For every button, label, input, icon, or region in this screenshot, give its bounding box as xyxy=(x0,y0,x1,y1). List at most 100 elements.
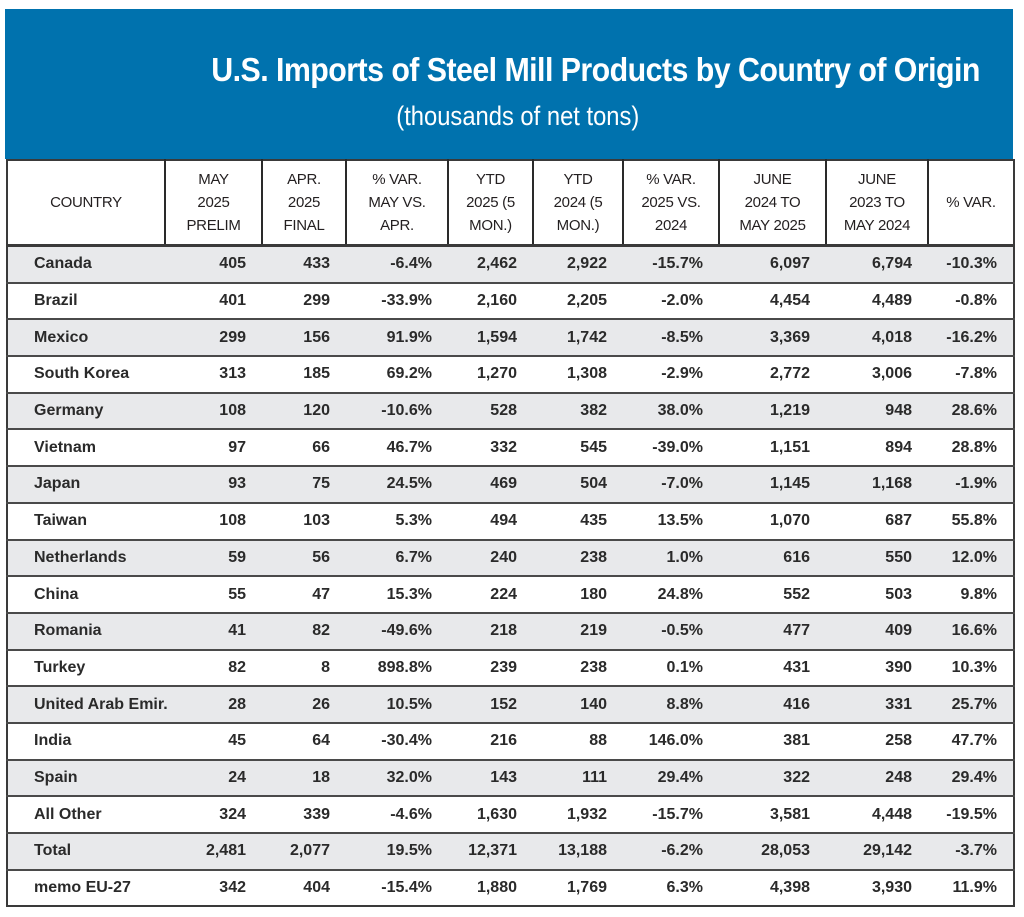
value-cell-var-2025-vs-2024: 24.8% xyxy=(623,575,719,613)
value-cell-may-2025-prelim: 45 xyxy=(165,721,262,760)
value-cell-ytd-2025: 224 xyxy=(448,575,533,613)
page-subtitle: (thousands of net tons) xyxy=(396,101,640,131)
column-header-line: YTD xyxy=(475,171,506,188)
value-cell-apr-2025-final: 8 xyxy=(262,648,346,687)
table-body: Canada 405 433 -6.4% 2,462 2,922 -15.7% 6,097 6,… xyxy=(7,244,1014,907)
column-header-country: COUNTRY xyxy=(7,160,166,247)
value-cell-var-2025-vs-2024: 8.8% xyxy=(623,685,719,723)
value-cell-var-may-vs-apr: 46.7% xyxy=(346,428,448,467)
page-title: U.S. Imports of Steel Mill Products by C… xyxy=(211,51,980,88)
value-cell-ytd-2024: 180 xyxy=(533,575,623,613)
table-row: Mexico 299 156 91.9% 1,594 1,742 -8.5% 3,369 4,0… xyxy=(7,318,1014,357)
value-cell-var-may-vs-apr: -30.4% xyxy=(346,721,448,760)
value-cell-var-may-vs-apr: 6.7% xyxy=(346,538,448,577)
value-cell-var-may-vs-apr: 69.2% xyxy=(346,355,448,393)
value-cell-jun24-may25: 4,454 xyxy=(719,281,826,320)
value-cell-jun24-may25: 4,398 xyxy=(719,868,826,907)
value-cell-jun24-may25: 322 xyxy=(719,758,826,797)
column-header-line: % VAR. xyxy=(646,171,696,188)
value-cell-may-2025-prelim: 41 xyxy=(165,611,262,650)
value-cell-ytd-2024: 504 xyxy=(533,465,623,503)
value-cell-ytd-2025: 216 xyxy=(448,721,533,760)
value-cell-var-may-vs-apr: 19.5% xyxy=(346,832,448,870)
value-cell-jun23-may24: 687 xyxy=(826,501,928,540)
value-cell-var-12mo: 28.8% xyxy=(928,428,1014,467)
column-header-line: COUNTRY xyxy=(50,194,122,211)
value-cell-ytd-2024: 1,308 xyxy=(533,355,623,393)
value-cell-apr-2025-final: 339 xyxy=(262,795,346,833)
table-row: India 45 64 -30.4% 216 88 146.0% 381 258 47.7% xyxy=(7,721,1014,760)
country-cell: Brazil xyxy=(7,281,165,320)
value-cell-var-12mo: 9.8% xyxy=(928,575,1014,613)
column-header-line: 2024 xyxy=(654,217,688,234)
value-cell-ytd-2024: 140 xyxy=(533,685,623,723)
value-cell-jun24-may25: 3,369 xyxy=(719,318,826,357)
value-cell-apr-2025-final: 64 xyxy=(262,721,346,760)
column-header-line: 2025 xyxy=(287,194,321,211)
column-header-line: % VAR. xyxy=(372,171,422,188)
value-cell-var-2025-vs-2024: -15.7% xyxy=(623,795,719,833)
table-row: United Arab Emir. 28 26 10.5% 152 140 8.8% 416 3… xyxy=(7,685,1014,723)
table-row: South Korea 313 185 69.2% 1,270 1,308 -2.9% 2,7… xyxy=(7,355,1014,393)
value-cell-jun23-may24: 6,794 xyxy=(826,244,928,283)
value-cell-ytd-2024: 111 xyxy=(533,758,623,797)
value-cell-var-12mo: -3.7% xyxy=(928,832,1014,870)
table-row: China 55 47 15.3% 224 180 24.8% 552 503 9.8% xyxy=(7,575,1014,613)
value-cell-ytd-2025: 1,594 xyxy=(448,318,533,357)
steel-imports-table: COUNTRY MAY 2025 PRELIM APR. 2025 FINAL % VAR. M… xyxy=(6,159,1015,908)
value-cell-var-may-vs-apr: 10.5% xyxy=(346,685,448,723)
value-cell-jun23-may24: 248 xyxy=(826,758,928,797)
value-cell-ytd-2025: 12,371 xyxy=(448,832,533,870)
value-cell-ytd-2025: 1,630 xyxy=(448,795,533,833)
value-cell-ytd-2024: 2,205 xyxy=(533,281,623,320)
value-cell-var-may-vs-apr: -4.6% xyxy=(346,795,448,833)
value-cell-may-2025-prelim: 97 xyxy=(165,428,262,467)
value-cell-jun24-may25: 1,070 xyxy=(719,501,826,540)
column-header-line: 2024 (5 xyxy=(553,194,603,211)
table-row: All Other 324 339 -4.6% 1,630 1,932 -15.7% 3,58… xyxy=(7,795,1014,833)
value-cell-apr-2025-final: 2,077 xyxy=(262,832,346,870)
value-cell-var-2025-vs-2024: 146.0% xyxy=(623,721,719,760)
column-header-line: YTD xyxy=(563,171,593,188)
value-cell-var-12mo: 12.0% xyxy=(928,538,1014,577)
table-row: Turkey 82 8 898.8% 239 238 0.1% 431 390 10.3% xyxy=(7,648,1014,687)
country-cell: Japan xyxy=(7,465,165,503)
value-cell-var-2025-vs-2024: 0.1% xyxy=(623,648,719,687)
value-cell-ytd-2024: 1,742 xyxy=(533,318,623,357)
value-cell-ytd-2025: 2,462 xyxy=(448,244,533,283)
value-cell-var-may-vs-apr: 24.5% xyxy=(346,465,448,503)
country-cell: Canada xyxy=(7,244,165,283)
value-cell-ytd-2024: 382 xyxy=(533,391,623,430)
value-cell-var-2025-vs-2024: 38.0% xyxy=(623,391,719,430)
country-cell: Germany xyxy=(7,391,165,430)
column-header-line: APR. xyxy=(380,217,414,234)
value-cell-var-2025-vs-2024: -6.2% xyxy=(623,832,719,870)
column-header-line: JUNE xyxy=(858,171,896,188)
value-cell-var-2025-vs-2024: 29.4% xyxy=(623,758,719,797)
column-header-may-2025-prelim: MAY 2025 PRELIM xyxy=(164,160,263,247)
column-header-line: APR. xyxy=(287,171,321,188)
value-cell-may-2025-prelim: 313 xyxy=(165,355,262,393)
country-cell: memo EU-27 xyxy=(7,868,165,907)
value-cell-jun23-may24: 1,168 xyxy=(826,465,928,503)
value-cell-var-may-vs-apr: -10.6% xyxy=(346,391,448,430)
value-cell-jun23-may24: 948 xyxy=(826,391,928,430)
country-cell: Total xyxy=(7,832,165,870)
value-cell-ytd-2025: 239 xyxy=(448,648,533,687)
value-cell-jun24-may25: 3,581 xyxy=(719,795,826,833)
value-cell-jun24-may25: 28,053 xyxy=(719,832,826,870)
table-row: Taiwan 108 103 5.3% 494 435 13.5% 1,070 687 55.8% xyxy=(7,501,1014,540)
value-cell-jun23-may24: 409 xyxy=(826,611,928,650)
country-cell: China xyxy=(7,575,165,613)
table-row: memo EU-27 342 404 -15.4% 1,880 1,769 6.3% 4,39… xyxy=(7,868,1014,907)
table-row: Germany 108 120 -10.6% 528 382 38.0% 1,219 948 28… xyxy=(7,391,1014,430)
country-cell: Romania xyxy=(7,611,165,650)
value-cell-var-2025-vs-2024: -15.7% xyxy=(623,244,719,283)
value-cell-may-2025-prelim: 55 xyxy=(165,575,262,613)
value-cell-jun23-may24: 550 xyxy=(826,538,928,577)
value-cell-may-2025-prelim: 82 xyxy=(165,648,262,687)
value-cell-var-2025-vs-2024: -2.9% xyxy=(623,355,719,393)
country-cell: All Other xyxy=(7,795,165,833)
column-header-line: MAY 2024 xyxy=(843,217,911,234)
value-cell-may-2025-prelim: 2,481 xyxy=(165,832,262,870)
